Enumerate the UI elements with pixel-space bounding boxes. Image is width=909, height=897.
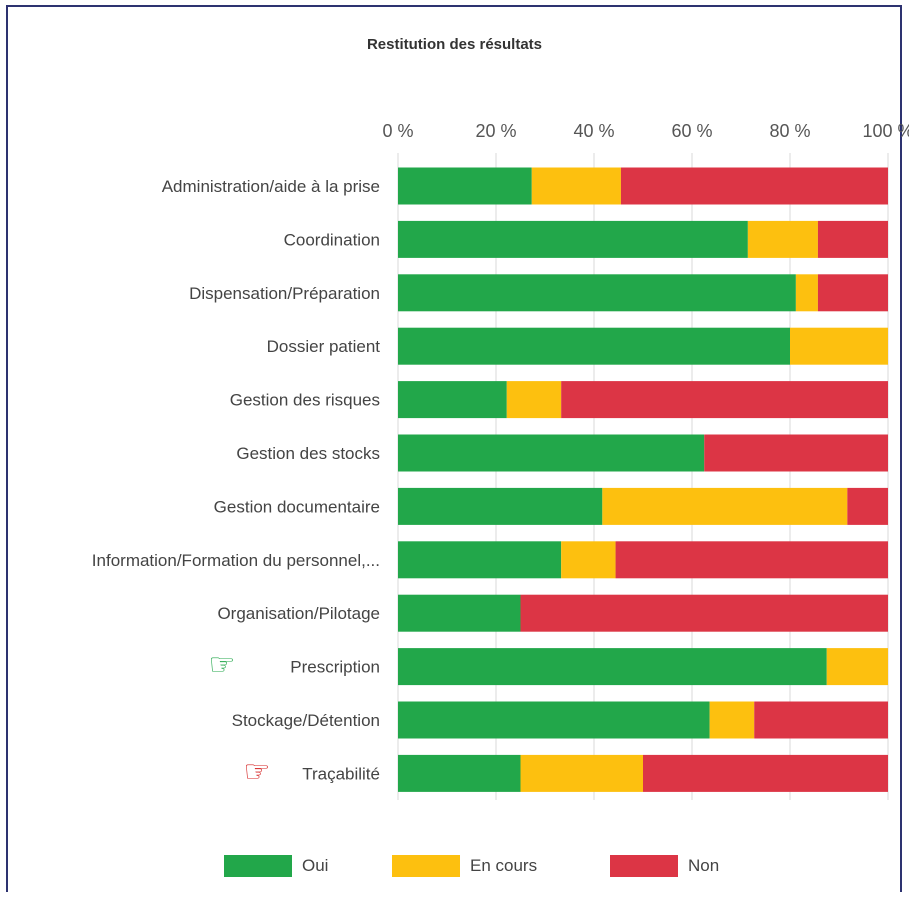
x-tick-label: 100 % <box>862 121 909 141</box>
bar-segment-en-cours <box>602 487 848 525</box>
bar-segment-oui <box>398 541 562 579</box>
legend: Oui En cours Non <box>0 855 909 881</box>
bar-segment-en-cours <box>506 381 562 419</box>
category-label: Stockage/Détention <box>232 711 380 730</box>
bar-segment-oui <box>398 327 790 365</box>
legend-label: Oui <box>302 856 329 875</box>
annotations: ☞☞ <box>209 648 271 790</box>
bar-segment-oui <box>398 594 521 632</box>
x-axis-ticks: 0 % 20 % 40 % 60 % 80 % 100 % <box>382 121 909 141</box>
bar-segment-en-cours <box>826 648 888 686</box>
bar-segment-oui <box>398 220 748 258</box>
x-tick-label: 60 % <box>671 121 712 141</box>
grid-lines <box>397 153 889 800</box>
category-label: Prescription <box>290 658 380 677</box>
bar-segment-non <box>615 541 888 579</box>
x-tick-label: 20 % <box>475 121 516 141</box>
chart-frame <box>6 5 902 892</box>
x-tick-label: 80 % <box>769 121 810 141</box>
bar-segment-en-cours <box>520 754 643 792</box>
category-label: Organisation/Pilotage <box>217 604 380 623</box>
bar-segment-oui <box>398 487 603 525</box>
legend-label: Non <box>688 856 720 875</box>
pointing-hand-icon: ☞ <box>244 754 271 789</box>
bar-segment-oui <box>398 754 521 792</box>
chart-title: Restitution des résultats <box>366 36 543 53</box>
legend-label: En cours <box>470 856 538 875</box>
bar-segment-en-cours <box>531 167 621 205</box>
stacked-bar-chart: 0 % 20 % 40 % 60 % 80 % 100 % Administration/… <box>92 121 909 800</box>
bar-segment-en-cours <box>747 220 818 258</box>
bar-segment-non <box>817 274 888 312</box>
bar-segment-en-cours <box>790 327 888 365</box>
bar-segment-oui <box>398 701 710 739</box>
legend-item: Non <box>610 855 719 877</box>
pointing-hand-icon: ☞ <box>209 648 236 683</box>
bar-segment-non <box>561 381 888 419</box>
bar-segment-oui <box>398 167 532 205</box>
bar-segment-en-cours <box>709 701 755 739</box>
legend-swatch <box>610 855 678 877</box>
category-label: Gestion des risques <box>230 391 380 410</box>
category-label: Administration/aide à la prise <box>162 177 380 196</box>
bar-segment-oui <box>398 648 827 686</box>
bar-segment-non <box>620 167 888 205</box>
legend-item: Oui <box>224 855 328 877</box>
category-label: Information/Formation du personnel,... <box>92 551 380 570</box>
bar-segment-oui <box>398 434 705 472</box>
legend-item: En cours <box>392 855 537 877</box>
bar-segment-en-cours <box>795 274 818 312</box>
legend-swatch <box>392 855 460 877</box>
bar-segment-non <box>704 434 888 472</box>
legend-swatch <box>224 855 292 877</box>
bar-segment-non <box>643 754 888 792</box>
category-labels: Administration/aide à la prise Coordinati… <box>92 177 380 783</box>
bar-segment-non <box>520 594 888 632</box>
category-label: Dossier patient <box>267 337 381 356</box>
category-label: Traçabilité <box>302 764 380 783</box>
bar-segment-non <box>847 487 888 525</box>
bar-segment-non <box>754 701 888 739</box>
category-label: Gestion documentaire <box>214 497 380 516</box>
bar-segment-en-cours <box>561 541 616 579</box>
bar-segment-non <box>817 220 888 258</box>
bars <box>398 167 888 792</box>
x-tick-label: 0 % <box>382 121 413 141</box>
category-label: Dispensation/Préparation <box>189 284 380 303</box>
category-label: Gestion des stocks <box>236 444 380 463</box>
bar-segment-oui <box>398 274 796 312</box>
x-tick-label: 40 % <box>573 121 614 141</box>
category-label: Coordination <box>284 230 380 249</box>
bar-segment-oui <box>398 381 507 419</box>
